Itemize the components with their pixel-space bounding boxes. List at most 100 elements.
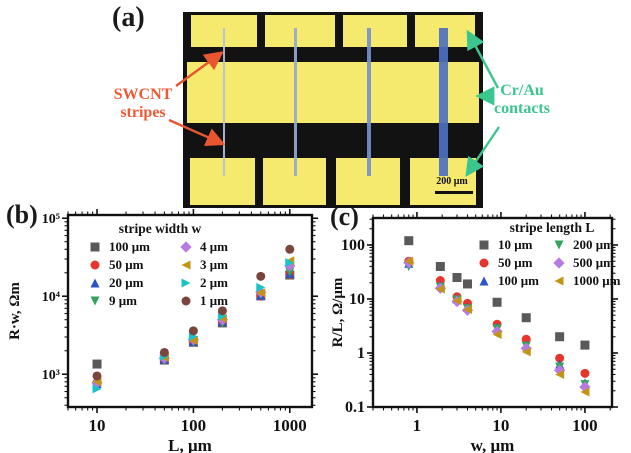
legend-marker xyxy=(90,296,100,306)
data-point xyxy=(188,326,198,336)
crau-annotation: Cr/Au contacts xyxy=(484,82,560,118)
data-point xyxy=(285,244,295,254)
data-point xyxy=(555,369,565,379)
chart-resistance-vs-length: 10 100 1000 10³ 10⁴ 10⁵ L, μm R·w, Ωm stripe wid… xyxy=(7,209,318,453)
x-axis-label: w, μm xyxy=(471,436,515,453)
legend-marker xyxy=(90,278,100,288)
x-tick-label: 100 xyxy=(572,416,598,435)
legend-entry-label: 10 μm xyxy=(498,237,533,252)
data-point xyxy=(580,340,590,350)
panel-b-letter: (b) xyxy=(6,200,38,229)
legend-entry-label: 200 μm xyxy=(573,237,614,252)
x-tick-label: 100 xyxy=(181,416,207,435)
scalebar-line xyxy=(435,191,473,194)
crau-annotation-line2: contacts xyxy=(494,100,550,117)
data-point xyxy=(462,304,472,314)
data-point xyxy=(435,261,445,271)
micrograph-panel: 200 μm xyxy=(183,12,483,208)
swcnt-annotation-line1: SWCNT xyxy=(113,86,173,103)
data-point xyxy=(462,279,472,289)
data-point xyxy=(92,359,102,369)
legend-marker xyxy=(180,241,192,253)
legend-entry-label: 9 μm xyxy=(109,293,137,308)
legend-title: stripe width w xyxy=(119,221,202,236)
legend-entry-label: 4 μm xyxy=(200,239,228,254)
y-tick-label: 100 xyxy=(341,237,365,254)
data-point xyxy=(188,335,198,345)
legend-entry-label: 50 μm xyxy=(498,255,533,270)
legend-entry-label: 500 μm xyxy=(573,255,614,270)
panel-c-letter: (c) xyxy=(330,202,359,231)
x-tick-label: 1000 xyxy=(273,416,307,435)
legend-title: stripe length L xyxy=(510,220,595,235)
panel-a-letter: (a) xyxy=(112,2,145,33)
plot-frame xyxy=(66,213,314,409)
legend-marker xyxy=(90,260,100,270)
data-point xyxy=(285,258,295,268)
legend-marker xyxy=(479,258,489,268)
swcnt-annotation-line2: stripes xyxy=(120,104,166,121)
legend-entry-label: 2 μm xyxy=(200,275,228,290)
data-point xyxy=(256,271,266,281)
contact-pad xyxy=(190,158,255,205)
data-point xyxy=(285,267,295,277)
data-point xyxy=(92,371,102,381)
legend-marker xyxy=(479,276,489,286)
data-point xyxy=(256,288,266,298)
data-point xyxy=(521,347,531,357)
y-tick-label: 10³ xyxy=(42,368,60,383)
data-point xyxy=(492,297,502,307)
y-tick-label: 0.1 xyxy=(345,399,365,416)
gold-middle-band xyxy=(187,62,479,123)
data-point xyxy=(555,353,565,363)
legend-entry-label: 3 μm xyxy=(200,257,228,272)
y-axis-label: R·w, Ωm xyxy=(7,282,23,340)
data-point xyxy=(217,306,227,316)
legend-marker xyxy=(181,296,191,306)
data-point xyxy=(580,368,590,378)
scalebar-label: 200 μm xyxy=(436,176,468,187)
data-point xyxy=(555,332,565,342)
x-tick-label: 10 xyxy=(492,416,509,435)
legend-marker xyxy=(90,242,100,252)
legend-entry-label: 100 μm xyxy=(498,273,539,288)
data-point xyxy=(256,282,266,292)
x-axis-label: L, μm xyxy=(168,436,212,453)
contact-pad xyxy=(343,15,407,47)
swcnt-stripe xyxy=(439,28,448,176)
legend-entry-label: 100 μm xyxy=(109,239,150,254)
data-point xyxy=(92,384,102,394)
data-point xyxy=(159,347,169,357)
contact-pad xyxy=(265,15,335,47)
data-point xyxy=(521,313,531,323)
legend-marker xyxy=(181,260,191,270)
data-point xyxy=(435,284,445,294)
data-point xyxy=(492,330,502,340)
legend-marker xyxy=(554,276,564,286)
y-tick-label: 1 xyxy=(357,345,365,362)
swcnt-stripe xyxy=(223,28,225,176)
y-tick-label: 10⁵ xyxy=(42,212,60,227)
y-tick-label: 10 xyxy=(349,291,365,308)
data-point xyxy=(452,272,462,282)
legend-marker xyxy=(181,278,191,288)
x-tick-label: 10 xyxy=(89,416,106,435)
chart-resistance-vs-width: 1 10 100 0.1 1 10 100 w, μm R/L, Ω/μm stripe leng… xyxy=(330,212,621,453)
data-point xyxy=(580,387,590,397)
crau-annotation-line1: Cr/Au xyxy=(500,82,544,99)
legend-marker xyxy=(553,257,565,269)
data-point xyxy=(521,334,531,344)
y-axis-label: R/L, Ω/μm xyxy=(330,277,346,347)
data-point xyxy=(452,296,462,306)
legend-entry-label: 1 μm xyxy=(200,293,228,308)
data-point xyxy=(404,256,414,266)
swcnt-stripe xyxy=(294,28,297,176)
x-tick-label: 1 xyxy=(413,416,422,435)
legend-marker xyxy=(479,240,489,250)
data-point xyxy=(404,236,414,246)
legend-entry-label: 20 μm xyxy=(109,275,144,290)
legend-entry-label: 50 μm xyxy=(109,257,144,272)
swcnt-stripe xyxy=(367,28,371,176)
legend-entry-label: 1000 μm xyxy=(573,273,621,288)
